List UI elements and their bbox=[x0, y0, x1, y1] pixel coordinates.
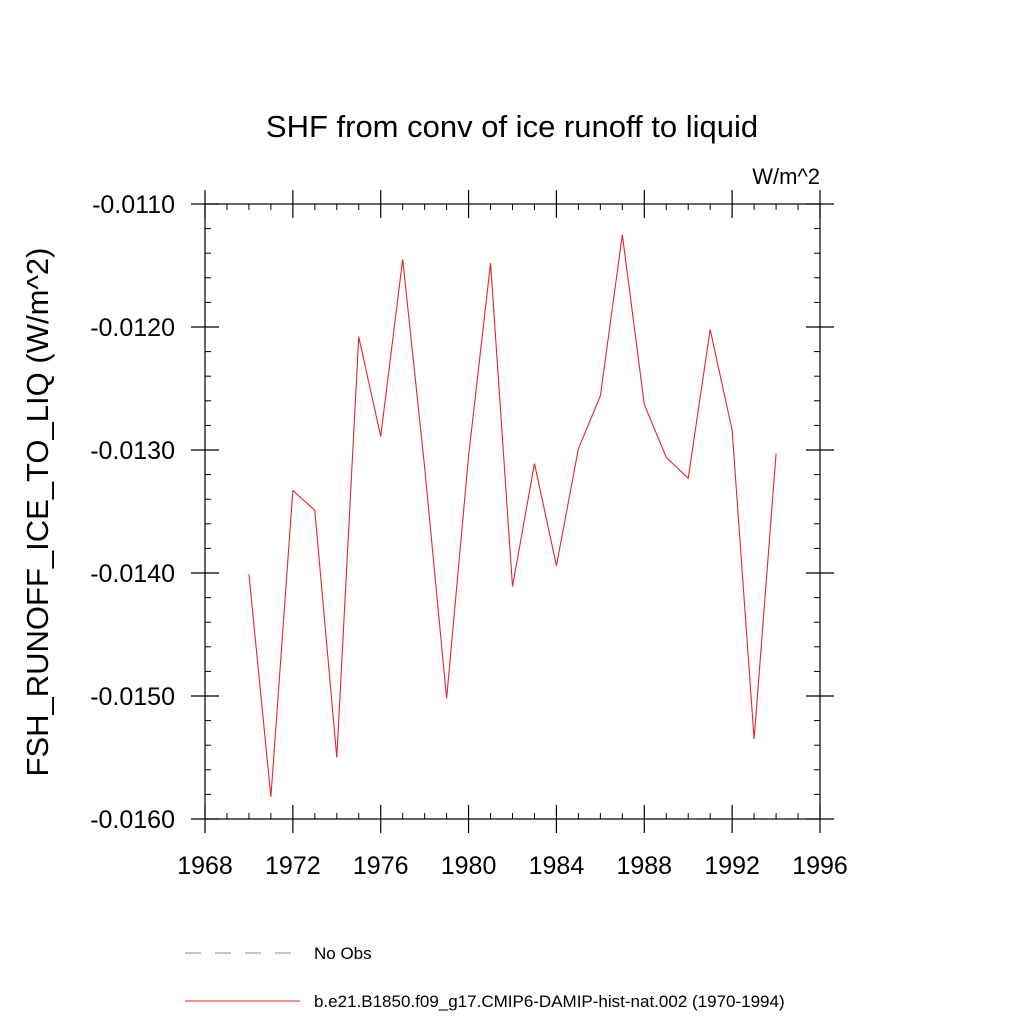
x-tick-label: 1984 bbox=[529, 852, 585, 880]
x-tick-labels: 1968 1972 1976 1980 1984 1988 1992 1996 bbox=[177, 852, 848, 880]
y-tick-label: -0.0140 bbox=[90, 560, 175, 588]
x-tick-label: 1992 bbox=[704, 852, 760, 880]
x-tick-label: 1996 bbox=[792, 852, 848, 880]
y-tick-label: -0.0120 bbox=[90, 314, 175, 342]
x-tick-label: 1988 bbox=[616, 852, 672, 880]
y-tick-labels: -0.0110 -0.0120 -0.0130 -0.0140 -0.0150 -0.01… bbox=[90, 191, 175, 834]
x-tick-label: 1980 bbox=[441, 852, 497, 880]
legend-label: No Obs bbox=[314, 944, 372, 963]
chart-title: SHF from conv of ice runoff to liquid bbox=[266, 109, 758, 144]
y-axis-label: FSH_RUNOFF_ICE_TO_LIQ (W/m^2) bbox=[20, 248, 55, 777]
y-tick-label: -0.0130 bbox=[90, 437, 175, 465]
series-layer bbox=[248, 234, 777, 797]
minor-ticks bbox=[205, 204, 820, 819]
plot-frame bbox=[204, 203, 821, 820]
units-label: W/m^2 bbox=[752, 164, 820, 189]
y-tick-label: -0.0110 bbox=[92, 191, 175, 219]
x-tick-label: 1968 bbox=[177, 852, 233, 880]
y-tick-label: -0.0150 bbox=[90, 683, 175, 711]
y-tick-label: -0.0160 bbox=[90, 806, 175, 834]
legend-label: b.e21.B1850.f09_g17.CMIP6-DAMIP-hist-nat… bbox=[314, 992, 785, 1011]
x-tick-label: 1976 bbox=[353, 852, 409, 880]
major-ticks bbox=[191, 190, 834, 833]
series-line-0 bbox=[248, 234, 777, 797]
x-tick-label: 1972 bbox=[265, 852, 321, 880]
legend: No Obs b.e21.B1850.f09_g17.CMIP6-DAMIP-hi… bbox=[185, 944, 785, 1011]
